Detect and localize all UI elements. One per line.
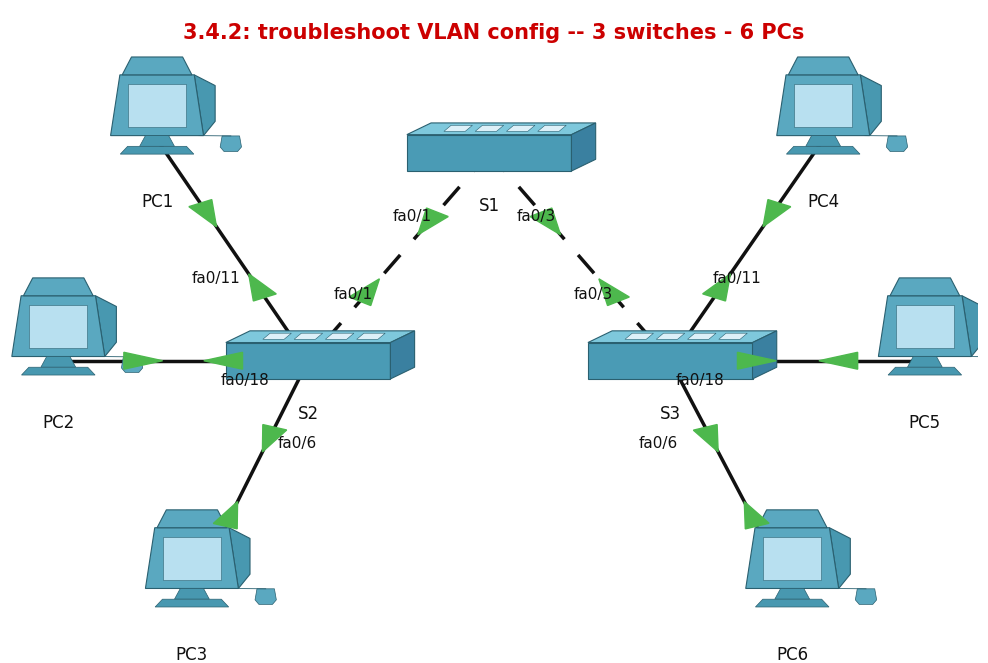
Text: PC6: PC6: [777, 646, 808, 663]
Polygon shape: [444, 125, 472, 131]
Polygon shape: [962, 296, 983, 357]
Polygon shape: [794, 84, 852, 127]
Polygon shape: [195, 75, 215, 136]
Polygon shape: [263, 333, 291, 339]
Polygon shape: [788, 57, 858, 75]
Polygon shape: [756, 599, 829, 607]
Polygon shape: [145, 528, 238, 589]
Polygon shape: [758, 510, 827, 528]
Polygon shape: [229, 528, 250, 589]
Polygon shape: [746, 528, 839, 589]
Polygon shape: [806, 136, 841, 147]
Polygon shape: [226, 343, 390, 379]
Polygon shape: [537, 125, 566, 131]
Polygon shape: [157, 510, 227, 528]
Polygon shape: [819, 352, 858, 369]
Text: fa0/6: fa0/6: [278, 436, 316, 452]
Polygon shape: [96, 296, 117, 357]
Polygon shape: [531, 208, 560, 235]
Polygon shape: [886, 136, 908, 152]
Polygon shape: [111, 75, 204, 136]
Polygon shape: [390, 331, 415, 379]
Polygon shape: [507, 125, 535, 131]
Polygon shape: [878, 296, 971, 357]
Polygon shape: [12, 296, 105, 357]
Polygon shape: [124, 352, 163, 369]
Text: fa0/11: fa0/11: [713, 271, 762, 286]
Text: 3.4.2: troubleshoot VLAN config -- 3 switches - 6 PCs: 3.4.2: troubleshoot VLAN config -- 3 swi…: [184, 23, 804, 43]
Text: fa0/11: fa0/11: [192, 271, 241, 286]
Polygon shape: [407, 123, 596, 135]
Polygon shape: [588, 331, 777, 343]
Polygon shape: [255, 589, 277, 605]
Polygon shape: [475, 125, 504, 131]
Polygon shape: [688, 333, 716, 339]
Text: fa0/18: fa0/18: [676, 373, 724, 388]
Text: fa0/1: fa0/1: [333, 286, 372, 302]
Polygon shape: [22, 367, 95, 375]
Polygon shape: [349, 279, 379, 306]
Polygon shape: [719, 333, 747, 339]
Polygon shape: [163, 536, 220, 579]
Text: fa0/1: fa0/1: [393, 210, 432, 224]
Polygon shape: [907, 357, 943, 367]
Polygon shape: [139, 136, 175, 147]
Polygon shape: [744, 502, 769, 529]
Polygon shape: [763, 200, 790, 227]
Polygon shape: [625, 333, 653, 339]
Polygon shape: [220, 136, 241, 152]
Polygon shape: [122, 357, 142, 373]
Polygon shape: [786, 147, 860, 154]
Polygon shape: [357, 333, 385, 339]
Text: S2: S2: [297, 405, 319, 423]
Polygon shape: [861, 75, 881, 136]
Polygon shape: [571, 123, 596, 171]
Polygon shape: [30, 305, 87, 347]
Text: fa0/6: fa0/6: [638, 436, 678, 452]
Polygon shape: [588, 343, 753, 379]
Text: PC4: PC4: [807, 193, 839, 211]
Text: fa0/18: fa0/18: [220, 373, 269, 388]
Polygon shape: [128, 84, 186, 127]
Polygon shape: [753, 331, 777, 379]
Polygon shape: [418, 208, 449, 235]
Polygon shape: [737, 352, 777, 369]
Polygon shape: [175, 589, 209, 599]
Polygon shape: [41, 357, 76, 367]
Text: PC3: PC3: [176, 646, 208, 663]
Polygon shape: [249, 274, 277, 301]
Polygon shape: [325, 333, 354, 339]
Polygon shape: [775, 589, 809, 599]
Polygon shape: [155, 599, 228, 607]
Text: PC2: PC2: [42, 414, 74, 432]
Polygon shape: [123, 57, 192, 75]
Polygon shape: [407, 135, 571, 171]
Polygon shape: [599, 279, 629, 306]
Text: PC5: PC5: [909, 414, 941, 432]
Polygon shape: [24, 278, 93, 296]
Text: PC1: PC1: [141, 193, 173, 211]
Polygon shape: [204, 352, 242, 369]
Polygon shape: [213, 501, 237, 529]
Polygon shape: [226, 331, 415, 343]
Polygon shape: [829, 528, 851, 589]
Polygon shape: [890, 278, 959, 296]
Polygon shape: [694, 424, 718, 452]
Polygon shape: [896, 305, 953, 347]
Polygon shape: [702, 274, 730, 301]
Polygon shape: [656, 333, 685, 339]
Polygon shape: [294, 333, 323, 339]
Polygon shape: [121, 147, 194, 154]
Polygon shape: [888, 367, 961, 375]
Polygon shape: [189, 200, 216, 227]
Polygon shape: [777, 75, 869, 136]
Text: fa0/3: fa0/3: [517, 210, 556, 224]
Polygon shape: [856, 589, 876, 605]
Text: fa0/3: fa0/3: [574, 286, 614, 302]
Text: S1: S1: [478, 197, 500, 215]
Polygon shape: [263, 424, 287, 452]
Polygon shape: [764, 536, 821, 579]
Text: S3: S3: [660, 405, 681, 423]
